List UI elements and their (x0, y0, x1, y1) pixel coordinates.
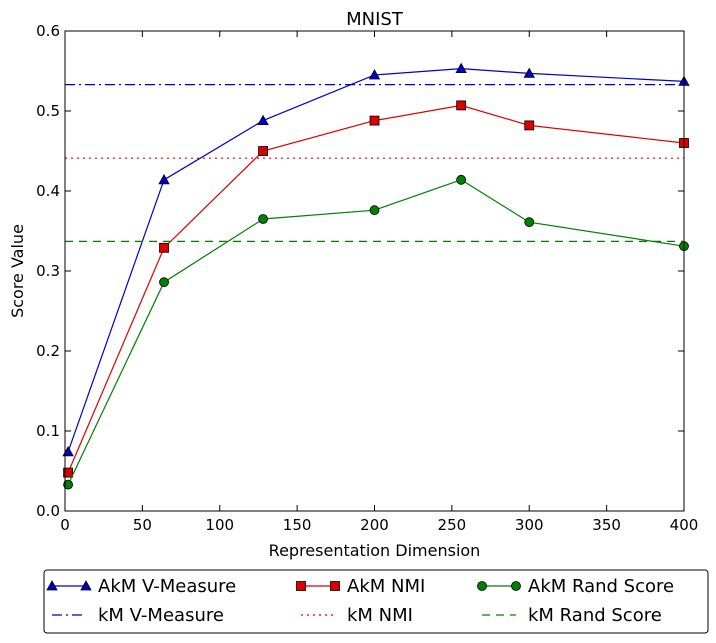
chart-title: MNIST (346, 9, 404, 30)
data-point-akm-v-measure (368, 69, 381, 80)
x-tick-label: 150 (283, 516, 312, 534)
legend-swatch-marker (80, 580, 92, 591)
plot-area (62, 62, 690, 490)
data-point-akm-rand-score (159, 277, 169, 288)
data-point-akm-v-measure (455, 62, 467, 73)
legend-entry-km-rand-score: kM Rand Score (482, 605, 662, 626)
axis-ticks: 0 50 100 150 200 250 300 350 400 0.0 0.1 0.2 0.3 0.4 0… (36, 22, 698, 534)
legend-label: kM NMI (347, 605, 413, 626)
y-tick-label: 0.0 (36, 502, 60, 520)
y-axis-label: Score Value (8, 224, 27, 318)
y-tick-label: 0.3 (36, 262, 60, 280)
data-point-akm-v-measure (257, 114, 269, 125)
data-point-akm-rand-score (63, 479, 73, 490)
y-tick-label: 0.2 (36, 342, 60, 360)
y-tick-label: 0.5 (36, 102, 60, 120)
x-tick-label: 250 (438, 516, 467, 534)
x-axis-label: Representation Dimension (269, 541, 481, 560)
data-point-akm-nmi (159, 242, 169, 253)
legend-swatch-marker (330, 581, 340, 591)
legend-label: kM V-Measure (98, 605, 224, 626)
legend-swatch-marker (296, 581, 306, 591)
x-tick-label: 0 (60, 516, 70, 534)
legend-entry-akm-v-measure: AkM V-Measure (46, 576, 236, 597)
data-point-akm-rand-score (456, 174, 467, 185)
data-point-akm-rand-score (524, 217, 535, 228)
data-point-akm-v-measure (62, 445, 74, 457)
x-tick-label: 300 (515, 516, 544, 534)
data-point-akm-nmi (456, 100, 467, 111)
x-tick-label: 100 (205, 516, 234, 534)
legend-frame (43, 569, 709, 634)
legend-label: AkM Rand Score (528, 576, 674, 597)
x-tick-label: 200 (360, 516, 389, 534)
legend-swatch-marker (46, 580, 58, 591)
x-tick-label: 400 (670, 516, 699, 534)
legend-entry-km-nmi: kM NMI (301, 605, 413, 626)
data-point-akm-nmi (524, 120, 535, 131)
x-tick-label: 50 (133, 516, 152, 534)
legend-entry-akm-rand-score: AkM Rand Score (477, 576, 674, 597)
y-tick-label: 0.6 (36, 22, 60, 40)
data-point-akm-nmi (63, 467, 73, 478)
legend-swatch-marker (477, 581, 487, 591)
data-point-akm-rand-score (258, 214, 268, 224)
legend-label: AkM NMI (347, 576, 425, 597)
legend: AkM V-Measure kM V-Measure AkM NMI kM NMI Ak… (43, 569, 709, 634)
data-point-akm-nmi (369, 115, 380, 126)
legend-label: kM Rand Score (528, 605, 662, 626)
legend-label: AkM V-Measure (98, 576, 236, 597)
legend-entry-km-v-measure: kM V-Measure (52, 605, 224, 626)
data-point-akm-rand-score (369, 205, 380, 216)
data-point-akm-v-measure (158, 173, 170, 185)
legend-swatch-marker (511, 581, 521, 591)
data-point-akm-nmi (258, 146, 268, 156)
plot-frame (64, 30, 685, 512)
series-line-akm-v-measure (67, 67, 685, 452)
legend-entry-akm-nmi: AkM NMI (296, 576, 425, 597)
x-tick-label: 350 (592, 516, 621, 534)
series-line-akm-rand-score (67, 179, 685, 485)
data-point-akm-v-measure (523, 67, 535, 78)
y-tick-label: 0.4 (36, 182, 60, 200)
y-tick-label: 0.1 (36, 422, 60, 440)
